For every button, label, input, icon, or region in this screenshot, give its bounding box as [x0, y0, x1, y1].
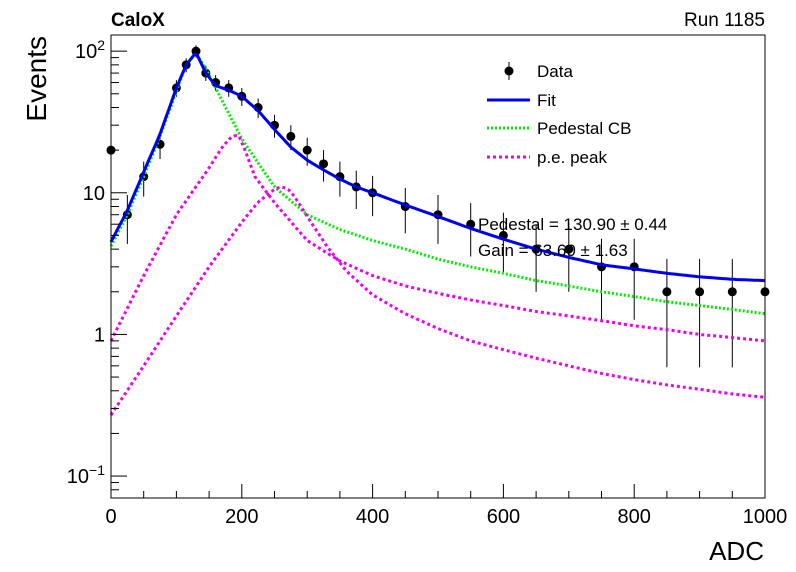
x-tick-label: 800 — [618, 506, 651, 528]
legend-label-pe-peak: p.e. peak — [537, 148, 607, 167]
x-tick-label: 200 — [225, 506, 258, 528]
pedestal-curve — [109, 52, 766, 316]
legend-label-data: Data — [537, 62, 573, 81]
y-axis: 10−1 1 10 102 — [67, 37, 127, 499]
legend-item-pe-peak: p.e. peak — [487, 148, 607, 167]
data-marker — [319, 159, 329, 169]
x-axis-title: ADC — [709, 536, 764, 566]
data-marker — [727, 287, 737, 297]
data-marker — [302, 145, 312, 155]
x-tick-label: 400 — [356, 506, 389, 528]
y-tick-label: 10−1 — [67, 462, 105, 488]
data-marker — [695, 287, 705, 297]
legend-item-pedestal: Pedestal CB — [487, 119, 632, 138]
series-layer — [106, 45, 770, 416]
data-point — [351, 170, 361, 209]
x-tick-label: 600 — [487, 506, 520, 528]
y-tick-label: 1 — [94, 324, 105, 346]
x-axis: 0 200 400 600 800 1000 — [105, 484, 787, 528]
experiment-label: CaloX — [111, 10, 165, 31]
y-tick-label: 10 — [83, 183, 105, 205]
data-marker — [286, 131, 296, 141]
annotation-gain: Gain = 63.60 ± 1.63 — [478, 241, 628, 260]
legend-label-pedestal: Pedestal CB — [537, 119, 632, 138]
data-point — [727, 258, 737, 368]
fit-curve — [109, 52, 766, 283]
data-point — [662, 258, 672, 368]
annotation-pedestal: Pedestal = 130.90 ± 0.44 — [478, 215, 667, 234]
legend-label-fit: Fit — [537, 91, 556, 110]
data-point — [400, 187, 410, 234]
pe-peak-curve — [109, 185, 766, 416]
x-tick-label: 1000 — [743, 506, 788, 528]
data-marker — [662, 287, 672, 297]
data-marker — [564, 244, 574, 254]
legend-data-marker-icon — [504, 66, 514, 76]
pe-peak-curve — [109, 134, 766, 343]
legend: Data Fit Pedestal CB p.e. peak — [487, 62, 632, 167]
x-tick-label: 0 — [105, 506, 116, 528]
data-point — [368, 175, 378, 217]
legend-item-data: Data — [504, 62, 573, 81]
y-axis-title: Events — [21, 36, 52, 122]
data-point — [319, 150, 329, 182]
data-point — [433, 194, 443, 244]
data-point — [629, 238, 639, 320]
legend-item-fit: Fit — [487, 91, 556, 110]
y-tick-label: 102 — [75, 37, 105, 63]
run-label: Run 1185 — [684, 10, 765, 31]
